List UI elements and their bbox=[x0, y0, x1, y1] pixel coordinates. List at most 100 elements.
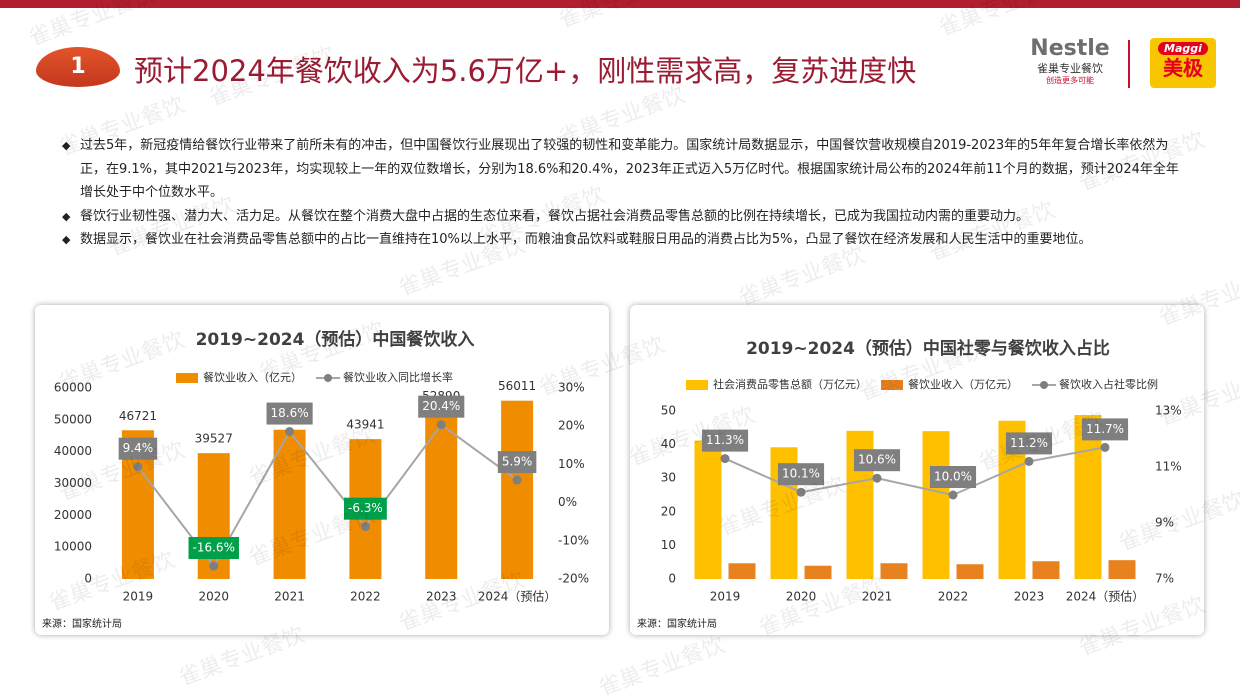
line-label: 20.4% bbox=[418, 395, 465, 418]
bar bbox=[728, 563, 756, 579]
watermark: 雀巢专业餐饮 bbox=[206, 43, 339, 112]
x-tick-label: 2023 bbox=[1014, 590, 1045, 604]
legend-swatch bbox=[324, 374, 332, 382]
y2-tick-label: -10% bbox=[558, 533, 589, 547]
bar bbox=[1032, 561, 1060, 579]
line-value-label: 11.2% bbox=[1010, 436, 1048, 450]
y2-tick-label: 9% bbox=[1155, 516, 1174, 530]
y-tick-label: 60000 bbox=[54, 381, 92, 395]
y2-tick-label: 13% bbox=[1155, 404, 1182, 418]
line-label: 5.9% bbox=[497, 451, 537, 474]
bar bbox=[956, 564, 984, 579]
y-tick-label: 0 bbox=[668, 572, 676, 586]
watermark: 雀巢专业餐饮 bbox=[176, 623, 309, 692]
top-bar bbox=[0, 0, 1240, 8]
source-note: 来源：国家统计局 bbox=[42, 617, 122, 630]
bullet: 数据显示，餐饮业在社会消费品零售总额中的占比一直维持在10%以上水平，而粮油食品… bbox=[62, 228, 1182, 252]
line-label: -16.6% bbox=[188, 537, 239, 560]
watermark: 雀巢专业餐饮 bbox=[756, 573, 889, 642]
y-tick-label: 30 bbox=[661, 471, 676, 485]
line-label: 11.7% bbox=[1081, 418, 1129, 441]
x-tick-label: 2022 bbox=[938, 590, 969, 604]
label-box bbox=[853, 449, 901, 472]
legend-swatch bbox=[1040, 381, 1048, 389]
label-box bbox=[418, 395, 465, 418]
bar bbox=[425, 410, 458, 579]
bar bbox=[197, 453, 230, 579]
bullet: 餐饮行业韧性强、潜力大、活力足。从餐饮在整个消费大盘中占据的生态位来看，餐饮占据… bbox=[62, 205, 1182, 229]
legend-label: 餐饮业收入同比增长率 bbox=[343, 370, 453, 384]
maggi-logo: Maggi 美极 bbox=[1150, 38, 1216, 88]
bar bbox=[1074, 415, 1102, 579]
bar bbox=[1108, 560, 1136, 579]
label-box bbox=[777, 463, 825, 486]
section-badge: 1 bbox=[36, 47, 120, 87]
y-tick-label: 40 bbox=[661, 437, 676, 451]
chart-panel bbox=[630, 305, 1204, 635]
watermark: 雀巢专业餐饮 bbox=[56, 328, 189, 397]
y-tick-label: 10 bbox=[661, 538, 676, 552]
x-tick-label: 2019 bbox=[123, 590, 154, 604]
line-point bbox=[796, 487, 806, 497]
line-point bbox=[1100, 442, 1110, 452]
line-value-label: 10.6% bbox=[858, 453, 896, 467]
line-point bbox=[512, 475, 522, 485]
chart-title: 2019~2024（预估）中国社零与餐饮收入占比 bbox=[746, 338, 1110, 359]
y2-tick-label: -20% bbox=[558, 572, 589, 586]
label-box bbox=[1081, 418, 1129, 441]
y2-tick-label: 10% bbox=[558, 457, 585, 471]
logo-text: 雀巢专业餐饮 bbox=[1037, 62, 1103, 75]
watermark: 雀巢专业餐饮 bbox=[536, 333, 669, 402]
y2-tick-label: 20% bbox=[558, 419, 585, 433]
x-tick-label: 2020 bbox=[198, 590, 229, 604]
watermark: 雀巢专业餐饮 bbox=[936, 0, 1069, 41]
line-label: 18.6% bbox=[266, 402, 313, 425]
bar-label: 56011 bbox=[498, 379, 536, 393]
legend-swatch bbox=[881, 380, 903, 390]
line-value-label: -16.6% bbox=[193, 541, 235, 555]
line-value-label: 9.4% bbox=[123, 441, 154, 455]
watermark: 雀巢专业餐饮 bbox=[46, 548, 179, 617]
label-box bbox=[188, 537, 239, 560]
line-label: 10.1% bbox=[777, 463, 825, 486]
watermark: 雀巢专业餐饮 bbox=[1116, 488, 1240, 557]
x-tick-label: 2022 bbox=[350, 590, 381, 604]
y-tick-label: 0 bbox=[84, 572, 92, 586]
x-tick-label: 2024（预估） bbox=[478, 590, 557, 604]
label-box bbox=[497, 451, 537, 474]
bar bbox=[880, 563, 908, 579]
bar bbox=[273, 429, 306, 579]
line-value-label: 11.3% bbox=[706, 433, 744, 447]
line-value-label: -6.3% bbox=[348, 501, 383, 515]
y-tick-label: 20 bbox=[661, 504, 676, 518]
y-tick-label: 40000 bbox=[54, 444, 92, 458]
label-box bbox=[118, 437, 158, 460]
watermark: 雀巢专业餐饮 bbox=[1156, 363, 1240, 432]
nestle-logo: Nestle 雀巢专业餐饮 创造更多可能 bbox=[1022, 36, 1118, 86]
legend-label: 餐饮业收入（亿元） bbox=[203, 370, 302, 384]
x-tick-label: 2020 bbox=[786, 590, 817, 604]
watermark: 雀巢专业餐饮 bbox=[56, 93, 189, 162]
watermark: 雀巢专业餐饮 bbox=[556, 0, 689, 33]
legend-swatch bbox=[686, 380, 708, 390]
legend-label: 餐饮业收入（万亿元） bbox=[908, 377, 1018, 391]
source-note: 来源：国家统计局 bbox=[637, 617, 717, 630]
legend-label: 社会消费品零售总额（万亿元） bbox=[713, 377, 867, 391]
logo-text: Nestle bbox=[1030, 36, 1110, 61]
line-point bbox=[133, 462, 143, 472]
x-tick-label: 2019 bbox=[710, 590, 741, 604]
line-value-label: 10.0% bbox=[934, 470, 972, 484]
line-point bbox=[1024, 456, 1034, 466]
watermark: 雀巢专业餐饮 bbox=[1076, 128, 1209, 197]
x-tick-label: 2024（预估） bbox=[1066, 590, 1145, 604]
y2-tick-label: 7% bbox=[1155, 572, 1174, 586]
line-label: 10.0% bbox=[929, 466, 977, 488]
y-tick-label: 50 bbox=[661, 404, 676, 418]
label-box bbox=[929, 466, 977, 488]
bar-label: 43941 bbox=[346, 418, 384, 432]
logo-divider bbox=[1128, 40, 1130, 88]
watermark: 雀巢专业餐饮 bbox=[596, 633, 729, 697]
line bbox=[724, 446, 1106, 497]
bullet-list: 过去5年，新冠疫情给餐饮行业带来了前所未有的冲击，但中国餐饮行业展现出了较强的韧… bbox=[62, 134, 1182, 252]
